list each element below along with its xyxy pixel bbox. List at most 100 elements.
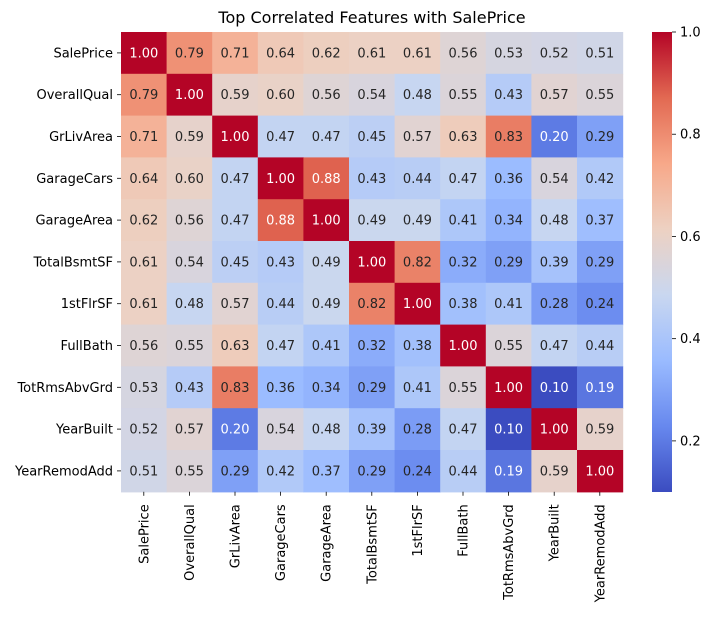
cell-value-label: 0.47 bbox=[540, 339, 569, 354]
heatmap-cell bbox=[531, 450, 578, 493]
heatmap-cell bbox=[121, 408, 168, 451]
heatmap-cell bbox=[485, 408, 532, 451]
heatmap-cell bbox=[577, 450, 624, 493]
cell-value-label: 0.61 bbox=[129, 255, 158, 270]
cell-value-label: 0.49 bbox=[312, 297, 341, 312]
cell-value-label: 0.29 bbox=[221, 464, 250, 479]
heatmap-cell bbox=[577, 241, 624, 284]
cell-value-label: 0.47 bbox=[266, 339, 295, 354]
heatmap-cell bbox=[394, 115, 441, 158]
heatmap-cell bbox=[349, 324, 396, 367]
heatmap-cell bbox=[257, 157, 304, 200]
heatmap-cell bbox=[257, 241, 304, 284]
x-tick-label: GarageCars bbox=[274, 504, 289, 581]
cell-value-label: 0.29 bbox=[357, 381, 386, 396]
heatmap-cell bbox=[485, 282, 532, 326]
heatmap-cell bbox=[440, 32, 487, 75]
cell-value-label: 0.57 bbox=[175, 423, 204, 438]
heatmap-cell bbox=[531, 241, 578, 284]
cell-value-label: 0.61 bbox=[357, 46, 386, 61]
cell-value-label: 0.28 bbox=[403, 423, 432, 438]
cell-value-label: 0.10 bbox=[494, 423, 523, 438]
cell-value-label: 0.34 bbox=[312, 381, 341, 396]
cell-value-label: 0.24 bbox=[403, 464, 432, 479]
x-tick-label: TotRmsAbvGrd bbox=[502, 504, 517, 601]
cell-value-label: 0.62 bbox=[129, 214, 158, 229]
cell-value-label: 0.64 bbox=[266, 46, 295, 61]
cell-value-label: 0.55 bbox=[449, 381, 478, 396]
cell-value-label: 0.44 bbox=[449, 464, 478, 479]
cell-value-label: 0.36 bbox=[266, 381, 295, 396]
cell-value-label: 0.44 bbox=[585, 339, 614, 354]
cell-value-label: 0.41 bbox=[494, 297, 523, 312]
heatmap-cell bbox=[166, 115, 213, 158]
cell-value-label: 0.55 bbox=[175, 464, 204, 479]
heatmap-cell bbox=[349, 32, 396, 75]
heatmap-cell bbox=[531, 115, 578, 158]
heatmap-cell bbox=[577, 408, 624, 451]
heatmap-cell bbox=[121, 241, 168, 284]
heatmap-cell bbox=[166, 241, 213, 284]
cell-value-label: 0.29 bbox=[585, 130, 614, 145]
cell-value-label: 0.42 bbox=[266, 464, 295, 479]
heatmap-cell bbox=[303, 157, 350, 200]
cell-value-label: 0.63 bbox=[449, 130, 478, 145]
heatmap-cell bbox=[121, 366, 168, 409]
heatmap-cell bbox=[121, 324, 168, 367]
heatmap-cell bbox=[212, 115, 259, 158]
heatmap-cell bbox=[577, 157, 624, 200]
heatmap-cell bbox=[212, 32, 259, 75]
heatmap-cell bbox=[440, 282, 487, 326]
heatmap-cell bbox=[257, 366, 304, 409]
cell-value-label: 0.41 bbox=[449, 214, 478, 229]
heatmap-cell bbox=[212, 157, 259, 200]
heatmap-cell bbox=[394, 366, 441, 409]
heatmap-cell bbox=[303, 73, 350, 117]
cell-value-label: 1.00 bbox=[312, 214, 341, 229]
heatmap-cell bbox=[166, 366, 213, 409]
cell-value-label: 0.48 bbox=[175, 297, 204, 312]
x-tick-label: SalePrice bbox=[137, 504, 152, 564]
cell-value-label: 0.79 bbox=[175, 46, 204, 61]
heatmap-cell bbox=[531, 324, 578, 367]
heatmap-cell bbox=[212, 241, 259, 284]
cell-value-label: 0.57 bbox=[540, 88, 569, 103]
cell-value-label: 0.53 bbox=[494, 46, 523, 61]
cell-value-label: 0.38 bbox=[403, 339, 432, 354]
cell-value-label: 0.83 bbox=[221, 381, 250, 396]
heatmap-cell bbox=[394, 73, 441, 117]
heatmap-cell bbox=[349, 73, 396, 117]
heatmap-cell bbox=[257, 199, 304, 242]
cell-value-label: 0.24 bbox=[585, 297, 614, 312]
cell-value-label: 1.00 bbox=[540, 423, 569, 438]
heatmap-cell bbox=[212, 324, 259, 367]
cell-value-label: 0.38 bbox=[449, 297, 478, 312]
x-tick-label: GrLivArea bbox=[229, 504, 244, 568]
cell-value-label: 0.71 bbox=[129, 130, 158, 145]
heatmap-cell bbox=[440, 199, 487, 242]
heatmap-cell bbox=[349, 450, 396, 493]
heatmap-cell bbox=[485, 199, 532, 242]
heatmap-cell bbox=[212, 408, 259, 451]
heatmap-cell bbox=[485, 115, 532, 158]
heatmap-cell bbox=[121, 157, 168, 200]
cell-value-label: 0.47 bbox=[266, 130, 295, 145]
cell-value-label: 0.55 bbox=[449, 88, 478, 103]
y-tick-label: OverallQual bbox=[36, 88, 113, 103]
cell-value-label: 0.52 bbox=[129, 423, 158, 438]
cell-value-label: 0.52 bbox=[540, 46, 569, 61]
heatmap-cell bbox=[440, 241, 487, 284]
cell-value-label: 0.43 bbox=[175, 381, 204, 396]
colorbar-gradient bbox=[652, 32, 672, 492]
cell-value-label: 0.51 bbox=[585, 46, 614, 61]
heatmap-cell bbox=[349, 408, 396, 451]
cell-value-label: 0.56 bbox=[175, 214, 204, 229]
cell-value-label: 0.61 bbox=[403, 46, 432, 61]
heatmap-cell bbox=[349, 199, 396, 242]
cell-value-label: 0.43 bbox=[494, 88, 523, 103]
heatmap-cell bbox=[531, 282, 578, 326]
heatmap-cell bbox=[212, 450, 259, 493]
cell-value-label: 0.43 bbox=[357, 172, 386, 187]
heatmap-cell bbox=[485, 73, 532, 117]
heatmap-cell bbox=[303, 282, 350, 326]
